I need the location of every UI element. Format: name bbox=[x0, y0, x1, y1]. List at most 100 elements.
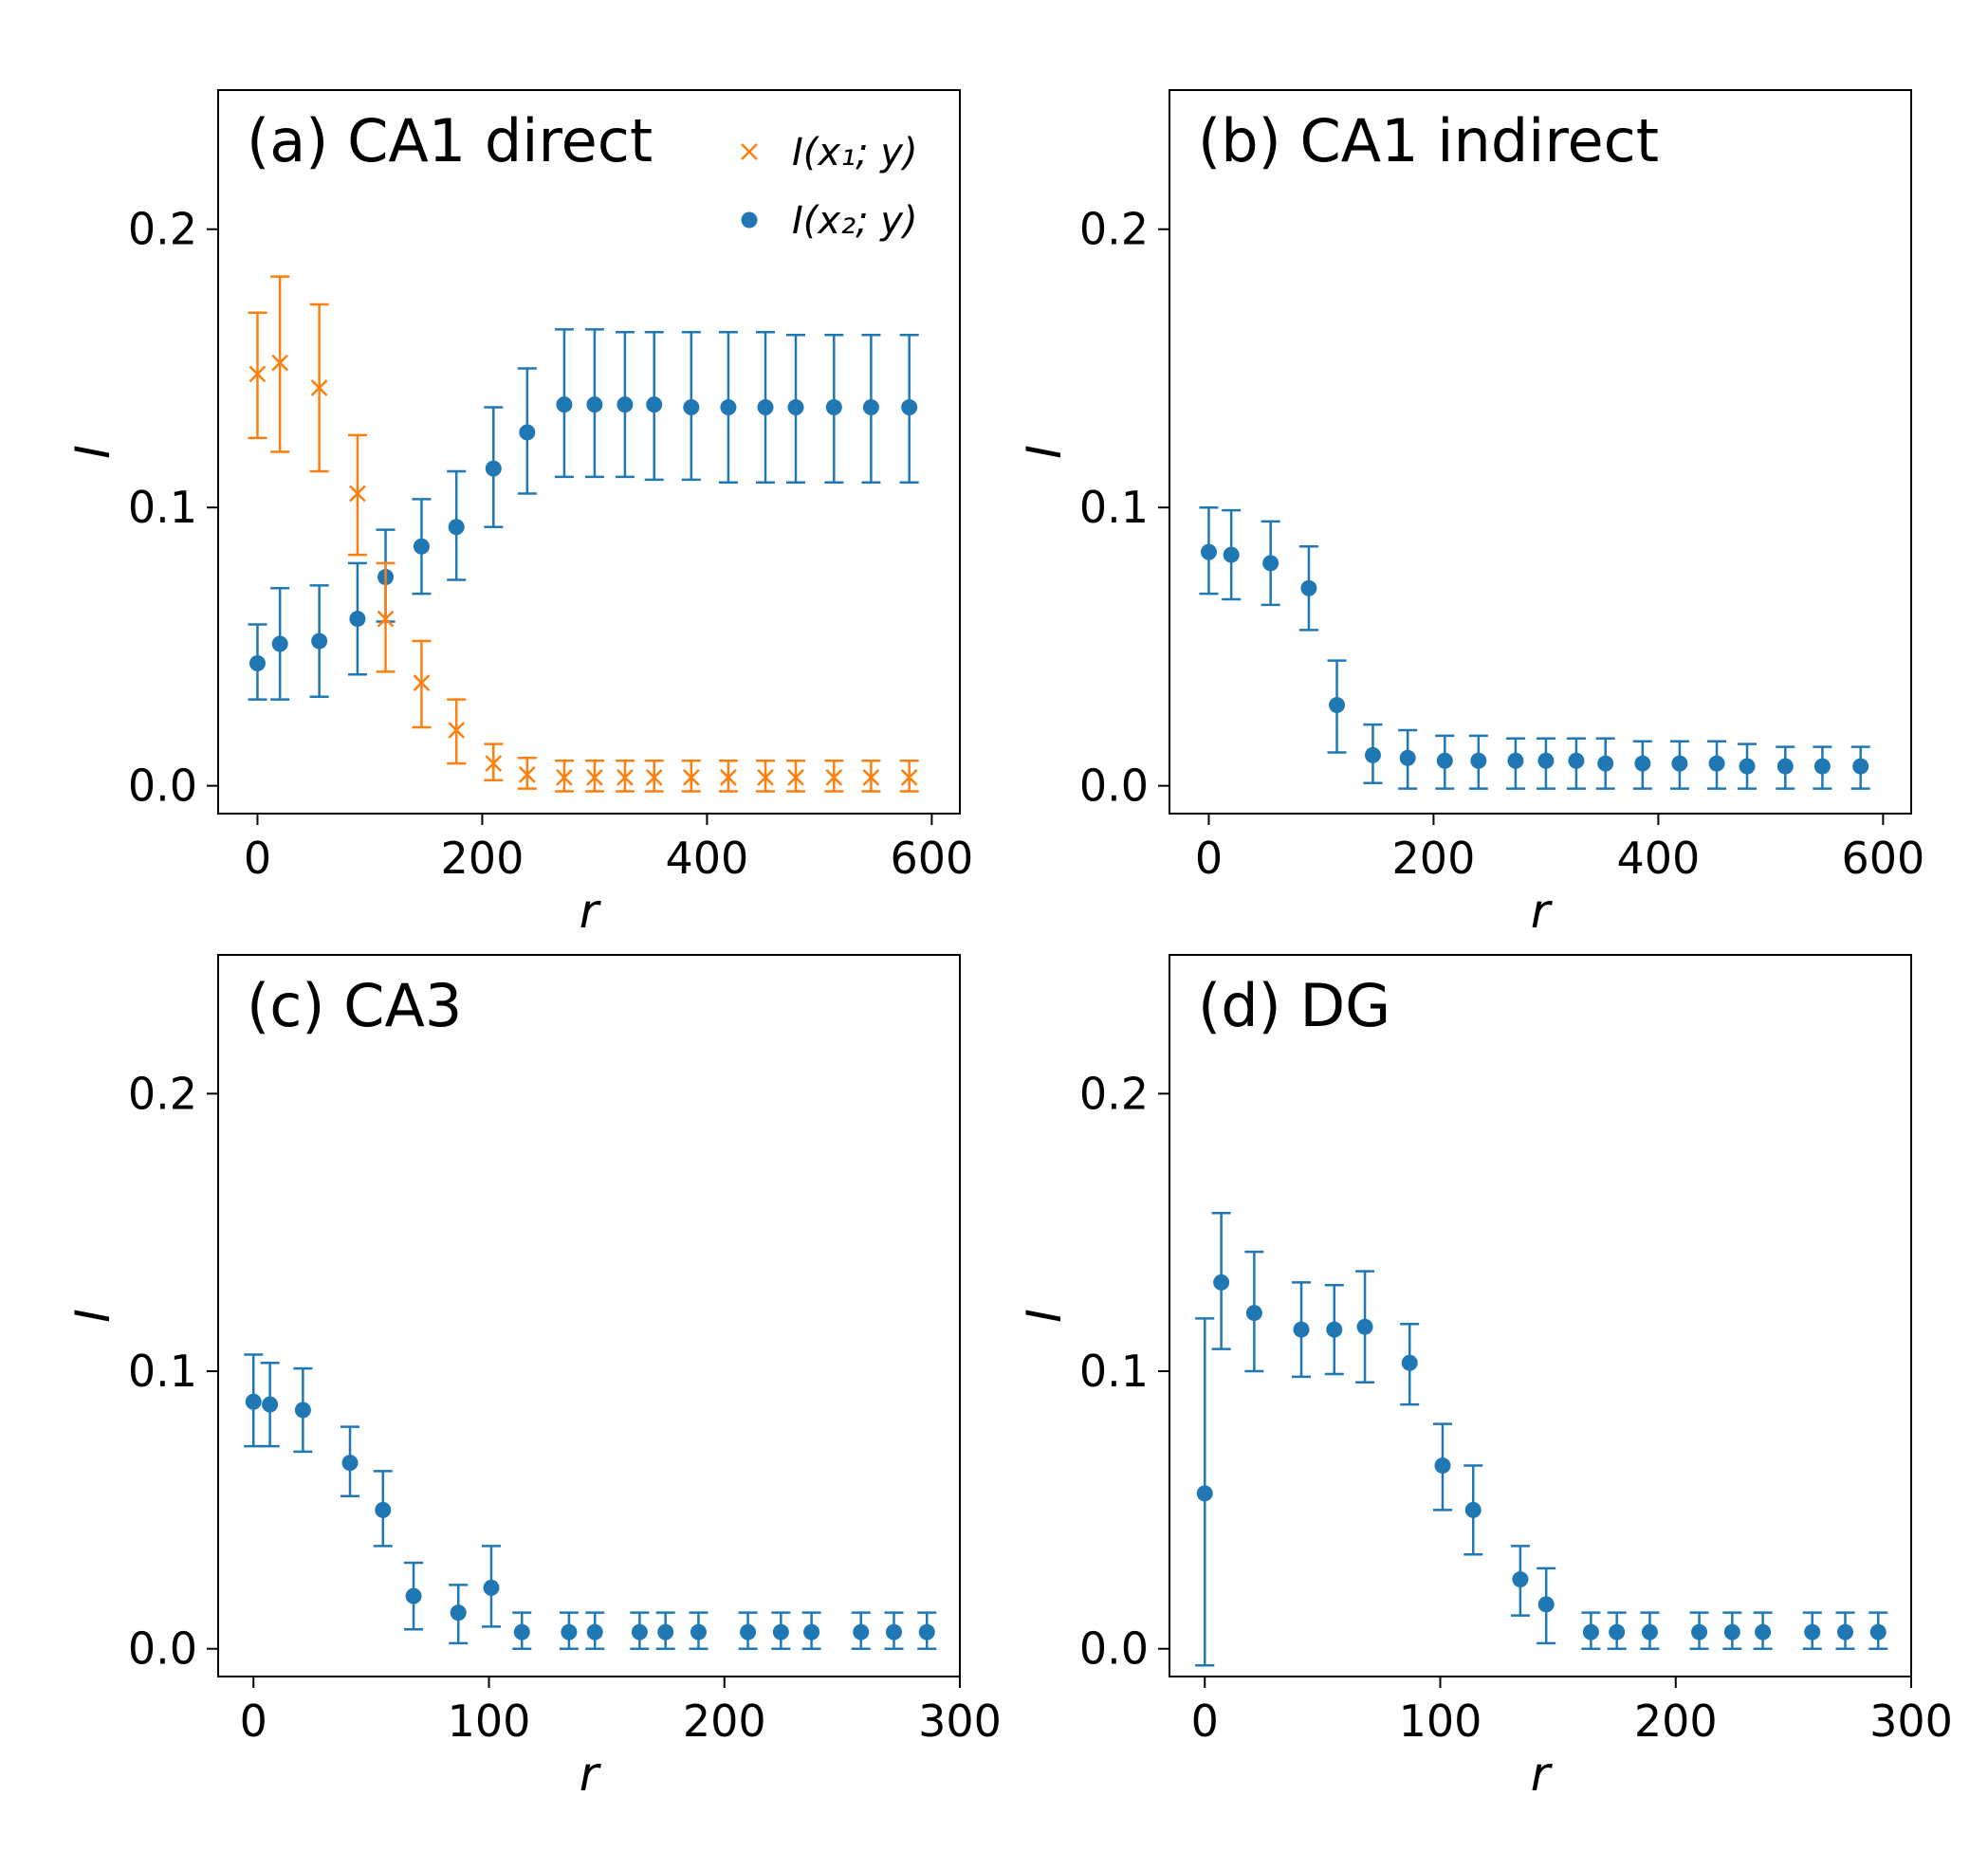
data-point-x bbox=[862, 768, 880, 786]
marker-stroke bbox=[617, 768, 634, 786]
data-point bbox=[1507, 752, 1524, 769]
data-point bbox=[1436, 752, 1453, 769]
data-point bbox=[720, 399, 737, 416]
panel-d: 0 100 200 300 0.0 0.1 0.2 r I (d) DG bbox=[1017, 954, 1953, 1802]
panel-title: (a) CA1 direct bbox=[247, 106, 653, 175]
data-point-x bbox=[556, 768, 573, 786]
panel-title: (d) DG bbox=[1198, 971, 1390, 1040]
y-tick-label: 0.0 bbox=[128, 761, 197, 812]
data-point bbox=[683, 399, 700, 416]
x-tick-label: 200 bbox=[1392, 833, 1476, 884]
series-x2 bbox=[244, 1353, 937, 1650]
data-point bbox=[1671, 755, 1688, 772]
series-x2 bbox=[1195, 1211, 1888, 1667]
x-axis-label: r bbox=[580, 1747, 602, 1802]
marker-stroke bbox=[682, 768, 700, 786]
data-point-x bbox=[448, 722, 466, 739]
series-x2 bbox=[1199, 505, 1870, 790]
data-point bbox=[1723, 1623, 1740, 1640]
marker-stroke bbox=[485, 755, 503, 773]
marker-stroke bbox=[271, 354, 289, 372]
data-point bbox=[561, 1623, 578, 1640]
data-point bbox=[248, 655, 266, 672]
marker-stroke bbox=[862, 768, 880, 786]
y-tick-label: 0.0 bbox=[128, 1623, 197, 1675]
data-point bbox=[586, 1623, 603, 1640]
x-tick-label: 600 bbox=[890, 833, 973, 884]
data-point bbox=[1634, 755, 1651, 772]
data-point bbox=[450, 1604, 467, 1622]
data-point-x bbox=[248, 365, 267, 383]
data-point bbox=[885, 1623, 902, 1640]
data-point bbox=[1326, 1321, 1343, 1338]
x-tick-label: 200 bbox=[441, 833, 525, 884]
data-point bbox=[405, 1587, 422, 1604]
x-tick-label: 0 bbox=[1195, 833, 1223, 884]
marker-stroke bbox=[720, 768, 737, 786]
marker-stroke bbox=[900, 768, 918, 786]
data-point bbox=[1537, 1596, 1555, 1613]
data-point bbox=[448, 519, 465, 536]
marker-stroke bbox=[518, 766, 536, 783]
data-point-x bbox=[757, 768, 774, 786]
data-point bbox=[1399, 749, 1416, 766]
axes-frame bbox=[1169, 89, 1912, 815]
data-point-x bbox=[825, 768, 843, 786]
data-point bbox=[825, 399, 842, 416]
data-point bbox=[1776, 758, 1794, 775]
data-point bbox=[349, 611, 366, 628]
data-point bbox=[483, 1579, 500, 1596]
data-point-x bbox=[645, 768, 663, 786]
y-tick-label: 0.0 bbox=[1079, 1623, 1149, 1675]
data-point bbox=[1739, 758, 1756, 775]
legend: I(x₁; y) I(x₂; y) bbox=[741, 131, 918, 243]
data-point bbox=[1708, 755, 1725, 772]
legend-label: I(x₁; y) bbox=[792, 131, 918, 174]
y-tick-label: 0.2 bbox=[1079, 204, 1149, 255]
data-point bbox=[245, 1393, 262, 1410]
x-tick-label: 200 bbox=[1634, 1695, 1718, 1747]
data-point bbox=[1568, 752, 1585, 769]
data-point bbox=[617, 396, 634, 413]
data-point bbox=[375, 1501, 392, 1518]
data-point-x bbox=[900, 768, 918, 786]
data-point bbox=[1364, 746, 1381, 763]
data-point-x bbox=[586, 768, 603, 786]
x-tick-label: 0 bbox=[244, 833, 271, 884]
legend-marker-dot bbox=[741, 211, 758, 229]
data-point bbox=[918, 1623, 935, 1640]
data-point bbox=[1470, 752, 1487, 769]
panels: 0 200 400 600 0.0 0.1 0.2 r I (a) CA1 direct I(x₁;… bbox=[65, 89, 1953, 1802]
data-point bbox=[1300, 579, 1317, 596]
axes-frame bbox=[217, 89, 961, 815]
data-point bbox=[271, 635, 288, 652]
data-point bbox=[657, 1623, 674, 1640]
data-point bbox=[1245, 1305, 1262, 1322]
data-point bbox=[757, 399, 774, 416]
data-point bbox=[513, 1623, 530, 1640]
data-point bbox=[1609, 1623, 1626, 1640]
x-tick-label: 400 bbox=[666, 833, 749, 884]
data-point-x bbox=[349, 485, 366, 503]
data-point-x bbox=[485, 755, 503, 773]
marker-stroke bbox=[645, 768, 663, 786]
marker-stroke bbox=[825, 768, 843, 786]
data-point bbox=[1401, 1354, 1418, 1371]
data-point bbox=[1869, 1623, 1887, 1640]
y-axis-label: I bbox=[1017, 1309, 1072, 1323]
data-point bbox=[1691, 1623, 1708, 1640]
y-tick-label: 0.1 bbox=[1079, 482, 1149, 533]
data-point bbox=[631, 1623, 648, 1640]
x-tick-label: 400 bbox=[1617, 833, 1701, 884]
data-point-x bbox=[413, 674, 431, 691]
x-tick-label: 0 bbox=[1191, 1695, 1219, 1747]
data-point bbox=[341, 1455, 359, 1472]
series-x2 bbox=[248, 328, 919, 701]
data-point bbox=[1582, 1623, 1599, 1640]
data-point bbox=[1223, 546, 1240, 563]
data-point bbox=[787, 399, 804, 416]
series-x1 bbox=[248, 275, 919, 793]
y-tick-label: 0.2 bbox=[128, 1068, 197, 1119]
